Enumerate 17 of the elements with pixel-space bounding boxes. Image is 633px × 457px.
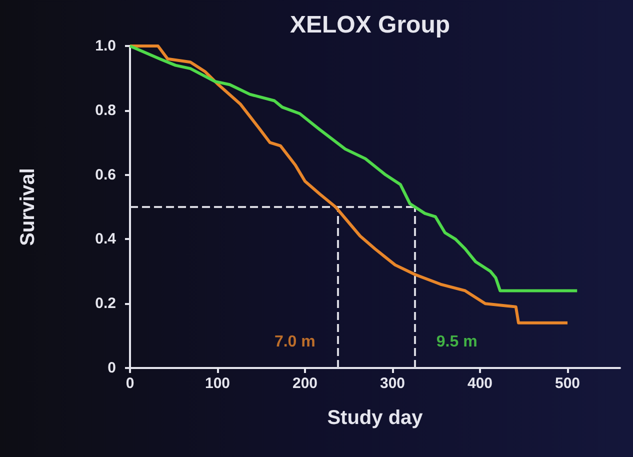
y-tick-label: 0 <box>108 360 116 376</box>
y-tick-label: 0.8 <box>95 102 116 119</box>
y-tick-label: 0.6 <box>95 166 116 184</box>
y-tick-label: 1.0 <box>95 38 116 54</box>
x-tick-label: 300 <box>380 375 406 392</box>
annotation: 9.5 m <box>436 334 478 351</box>
y-tick-label: 0.4 <box>95 230 117 248</box>
y-axis-title: Survival <box>17 168 39 246</box>
x-tick-label: 0 <box>126 375 134 392</box>
chart-title: XELOX Group <box>290 12 450 38</box>
x-tick-label: 200 <box>292 375 318 392</box>
x-axis-title: Study day <box>327 407 424 429</box>
annotation: 7.0 m <box>274 334 316 351</box>
y-tick-label: 0.2 <box>95 295 116 312</box>
x-tick-label: 100 <box>204 375 230 392</box>
x-tick-label: 400 <box>467 375 493 392</box>
x-tick-label: 500 <box>554 375 580 392</box>
